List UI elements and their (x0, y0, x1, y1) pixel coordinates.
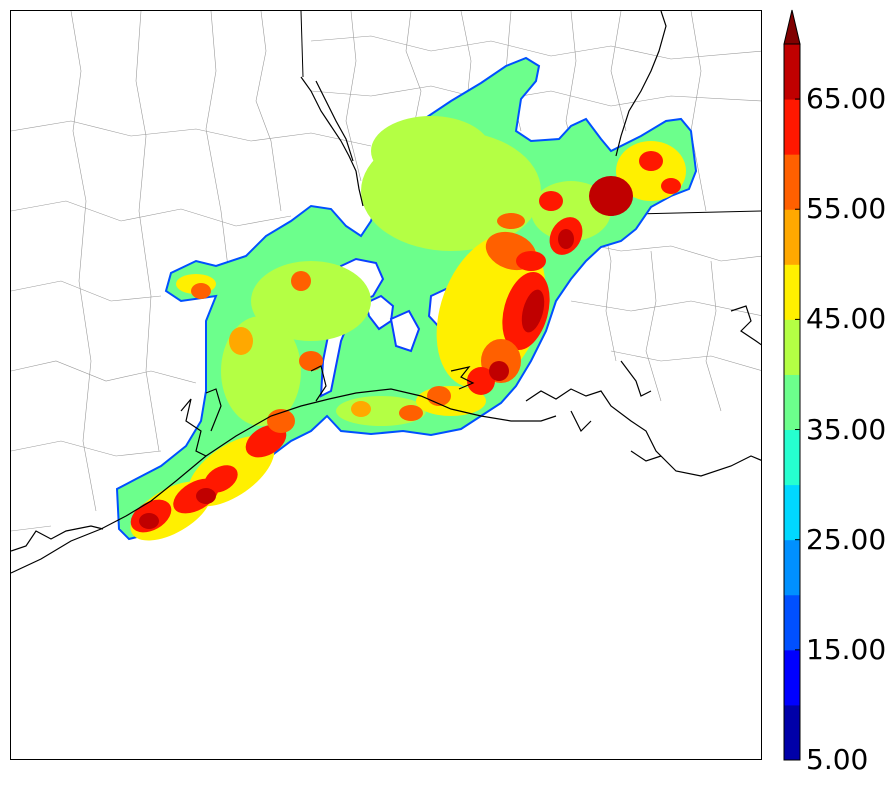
colorbar-band (784, 264, 800, 320)
reflectivity-field (115, 56, 698, 541)
radar-map (11, 11, 761, 574)
colorbar-band (784, 704, 800, 761)
colorbar-band (784, 484, 800, 541)
colorbar-frame (11, 11, 12, 12)
echo-cell (489, 361, 509, 381)
colorbar-band (784, 99, 800, 155)
colorbar-tick-label: 65.00 (806, 82, 887, 116)
no-echo-gap (389, 309, 421, 353)
echo-cell (599, 196, 623, 216)
echo-cell (516, 251, 546, 271)
echo-cell (299, 351, 323, 371)
echo-cell (639, 151, 663, 171)
echo-cell (371, 116, 491, 186)
colorbar-tick-label: 55.00 (806, 192, 887, 226)
echo-cell (204, 465, 238, 493)
echo-cell (521, 289, 545, 333)
coastline (11, 11, 761, 574)
map-panel (10, 10, 762, 760)
colorbar-band (784, 429, 800, 486)
echo-cell (539, 191, 563, 211)
echo-cell (245, 424, 287, 458)
colorbar-extend-arrow (783, 9, 801, 45)
colorbar-band (784, 374, 800, 431)
colorbar-tick-label: 5.00 (806, 743, 869, 776)
colorbar-band (784, 44, 800, 100)
colorbar-tick-label: 15.00 (806, 632, 887, 666)
echo-cell (661, 178, 681, 194)
echo-cell (399, 405, 423, 421)
colorbar-band (784, 649, 800, 706)
echo-cell (196, 488, 216, 504)
colorbar-band (784, 209, 800, 265)
echo-cell (351, 401, 371, 417)
colorbar-band (784, 154, 800, 210)
echo-cell (139, 513, 159, 529)
echo-cell (251, 261, 371, 341)
colorbar-tick-label: 25.00 (806, 522, 887, 556)
echo-cell (427, 386, 451, 406)
echo-cell (497, 213, 525, 229)
colorbar-outline (783, 43, 801, 761)
colorbar-band (784, 319, 800, 375)
colorbar-band (784, 594, 800, 651)
echo-cell (467, 367, 495, 395)
colorbar-tick-label: 45.00 (806, 302, 887, 336)
colorbar-band (784, 539, 800, 596)
echo-cell (558, 229, 574, 249)
colorbar-tick-label: 35.00 (806, 412, 887, 446)
echo-cell (191, 283, 211, 299)
echo-cell (291, 271, 311, 291)
echo-cell (229, 327, 253, 355)
